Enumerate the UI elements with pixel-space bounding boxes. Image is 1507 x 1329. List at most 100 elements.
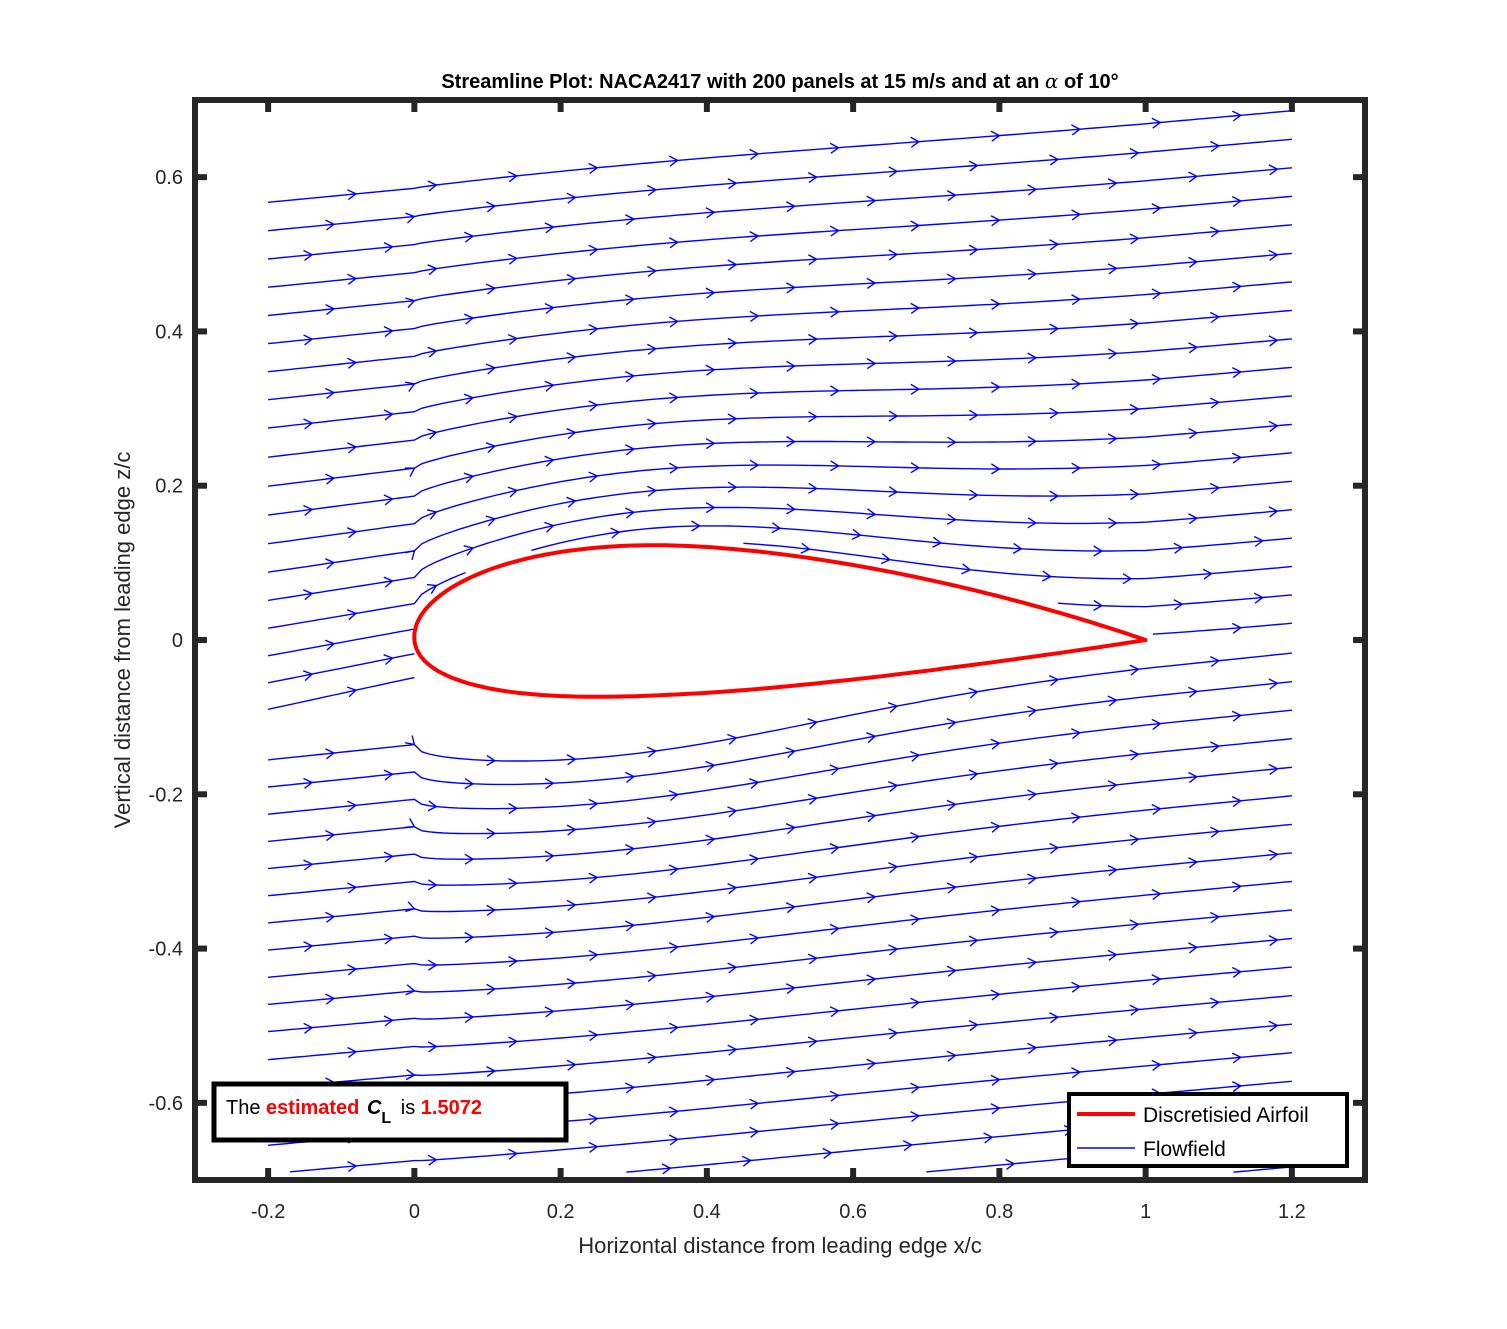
streamline-arrow (508, 1148, 519, 1160)
streamline (267, 480, 1292, 573)
streamline-arrow (1107, 263, 1118, 275)
streamline-arrow (464, 231, 475, 243)
streamline (268, 281, 1292, 373)
streamline-arrow (624, 294, 636, 306)
streamline-arrow (463, 393, 475, 405)
streamline-arrow (968, 327, 979, 339)
streamline (268, 795, 1292, 897)
streamline-arrow (325, 911, 336, 923)
streamline-arrow (990, 989, 1001, 1001)
streamline (268, 709, 1292, 815)
streamline-arrow (1049, 1012, 1060, 1024)
streamline-arrow (325, 993, 336, 1005)
streamline-arrow (383, 241, 394, 254)
streamline-arrow (705, 287, 716, 299)
streamline-arrow (610, 527, 621, 539)
streamline (267, 653, 415, 684)
streamline-arrow (785, 902, 796, 914)
streamline-arrow (1231, 452, 1243, 464)
streamline-arrow (588, 798, 599, 810)
streamline-arrow (624, 771, 636, 783)
streamline-arrow (427, 800, 438, 812)
streamline-arrow (866, 277, 877, 289)
streamline-arrow (303, 777, 314, 789)
streamline (268, 766, 1292, 870)
streamline-arrow (1268, 249, 1279, 261)
streamline-arrow (990, 215, 1001, 227)
streamline-arrow (427, 428, 438, 440)
streamline-arrow (705, 991, 716, 1003)
streamline-arrow (485, 201, 497, 213)
streamline-arrow (1107, 433, 1118, 445)
streamline-arrow (346, 609, 358, 621)
streamline-arrow (1129, 1004, 1140, 1016)
streamline-arrow (1151, 203, 1162, 215)
streamline-arrow (668, 316, 679, 328)
streamline-arrow (888, 166, 899, 178)
streamline-arrow (968, 769, 979, 781)
streamline-arrow (303, 334, 314, 346)
streamline-arrow (1231, 966, 1243, 978)
streamline-arrow (1209, 655, 1221, 668)
streamline-arrow (624, 1082, 636, 1094)
streamline-arrow (1093, 545, 1104, 557)
streamline (268, 395, 1292, 487)
streamline-arrow (705, 207, 716, 219)
streamline-arrow (983, 1132, 994, 1144)
streamline-arrow (1049, 675, 1060, 687)
streamline-arrow (303, 1022, 314, 1034)
streamline-arrow (1173, 542, 1184, 554)
streamline-arrow (1049, 407, 1060, 419)
streamline-arrow (946, 190, 957, 202)
streamline-arrow (968, 489, 979, 501)
streamline-arrow (566, 273, 577, 285)
streamline-arrow (1209, 226, 1221, 238)
streamline-arrow (303, 418, 314, 430)
streamline-arrow (1209, 311, 1221, 324)
streamline-arrow (383, 933, 394, 945)
x-tick-label: 1 (1140, 1201, 1151, 1223)
streamline-arrow (544, 521, 555, 533)
streamline-arrow (485, 515, 497, 527)
streamline-arrow (1005, 1158, 1016, 1170)
streamline-arrow (566, 978, 577, 990)
streamline-arrow (624, 370, 636, 383)
streamline-arrow (1027, 435, 1038, 448)
streamline (268, 338, 1292, 429)
streamline-arrow (507, 253, 519, 265)
streamline-arrow (749, 230, 760, 243)
streamline-arrow (749, 1014, 760, 1026)
streamline-arrow (961, 563, 972, 575)
streamline-arrow (968, 935, 979, 947)
streamline-arrow (990, 738, 1001, 750)
streamline (268, 738, 1292, 843)
streamline-arrow (303, 941, 314, 953)
y-tick-label: -0.4 (149, 939, 183, 961)
streamline-arrow (1188, 342, 1199, 354)
streamline (1152, 622, 1292, 635)
streamline (268, 309, 1292, 401)
streamline-arrow (866, 436, 877, 448)
cl-annotation: The estimated CL is 1.5072 (211, 1081, 569, 1143)
streamline-arrow (1209, 482, 1221, 495)
streamline-arrow (588, 872, 599, 884)
streamline-arrow (668, 155, 679, 167)
streamline-arrow (464, 1011, 475, 1023)
streamline-arrow (347, 273, 358, 285)
streamline-arrow (705, 1074, 716, 1086)
streamline-arrow (1107, 949, 1118, 961)
streamline-arrow (668, 864, 679, 876)
streamline (268, 681, 1292, 788)
streamline-arrow (829, 1090, 840, 1102)
streamline-arrow (624, 999, 636, 1011)
streamline-arrow (829, 1006, 840, 1018)
streamline-arrow (829, 1118, 840, 1130)
streamline-arrow (830, 385, 840, 397)
streamline-arrow (544, 222, 555, 234)
y-tick-label: 0.4 (155, 321, 183, 343)
streamline-arrow (1268, 420, 1279, 432)
streamline-arrow (1151, 373, 1162, 385)
streamline-arrow (1027, 268, 1038, 280)
streamline-arrow (302, 670, 314, 682)
streamline-arrow (1071, 728, 1082, 740)
